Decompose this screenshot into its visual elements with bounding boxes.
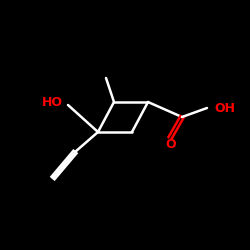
Text: OH: OH xyxy=(214,102,235,116)
Text: O: O xyxy=(166,138,176,151)
Text: HO: HO xyxy=(42,96,63,110)
